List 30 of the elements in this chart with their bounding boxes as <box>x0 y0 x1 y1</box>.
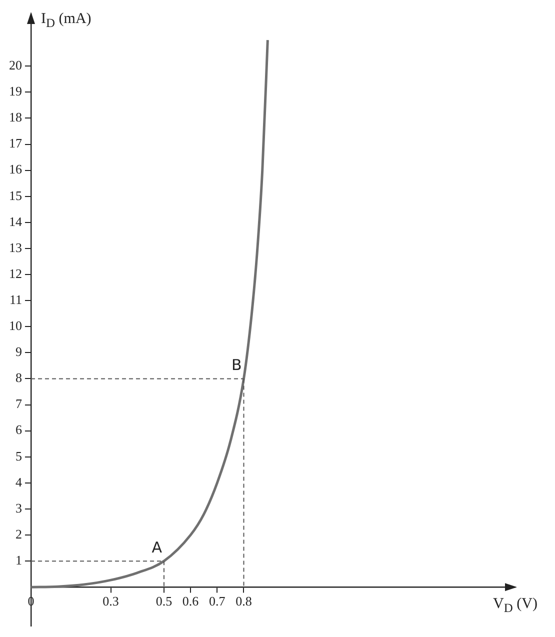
x-tick-label: 0.7 <box>209 593 226 608</box>
x-tick-label: 0.8 <box>236 593 252 608</box>
y-tick-label: 9 <box>16 344 22 360</box>
y-tick-label: 12 <box>9 266 22 281</box>
y-tick-label: 1 <box>16 552 22 568</box>
y-tick-label: 16 <box>9 162 22 177</box>
y-tick-label: 7 <box>16 396 22 412</box>
y-tick-label: 4 <box>16 474 22 490</box>
x-tick-label: 0.6 <box>182 593 200 608</box>
y-tick-label: 13 <box>9 240 22 255</box>
y-tick-label: 8 <box>16 370 22 386</box>
y-tick-label: 5 <box>16 448 22 464</box>
y-tick-label: 14 <box>9 214 22 229</box>
y-tick-label: 20 <box>9 58 22 73</box>
y-tick-label: 18 <box>9 110 22 125</box>
y-tick-label: 10 <box>9 318 22 334</box>
x-tick-label: 0.5 <box>156 593 172 608</box>
line-series <box>31 38 269 588</box>
x-tick-label: 0.3 <box>102 593 119 608</box>
y-tick-label: 17 <box>9 136 22 151</box>
y-tick-label: 19 <box>9 84 22 99</box>
y-tick-label: 3 <box>16 500 22 516</box>
y-axis-title: I$_{D}$ (mA) <box>41 11 92 30</box>
y-tick-label: 2 <box>16 526 22 542</box>
annotation: B <box>231 356 242 374</box>
y-tick-label: 15 <box>9 188 22 203</box>
y-tick-label: 11 <box>9 292 22 307</box>
x-axis-title: V$_{D}$ (V) <box>493 596 538 616</box>
y-tick-label: 6 <box>16 422 22 438</box>
annotation: A <box>152 538 163 556</box>
